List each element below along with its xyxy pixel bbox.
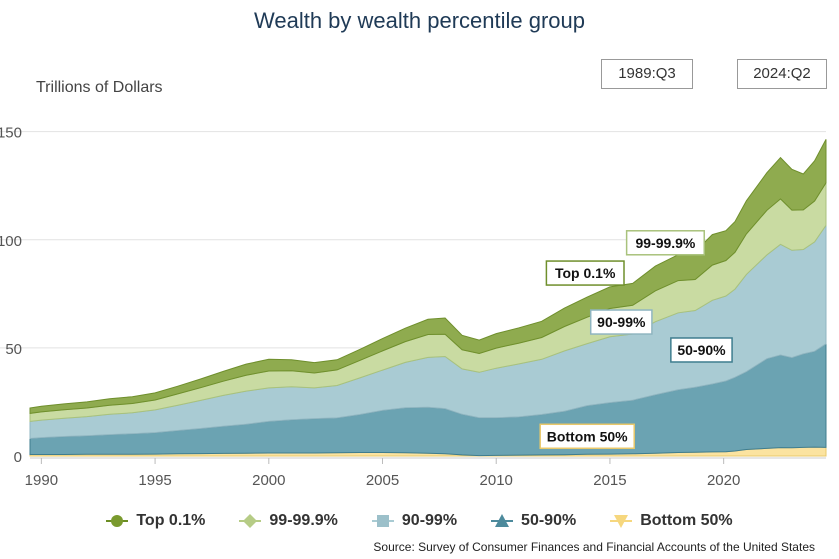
legend-label-bottom-50: Bottom 50% — [640, 512, 733, 529]
x-tick-label: 2005 — [366, 472, 399, 489]
annotation-box-p90_99 — [589, 309, 653, 335]
y-tick-label: 50 — [5, 341, 22, 358]
x-tick-label: 2010 — [480, 472, 513, 489]
x-tick-label: 2015 — [593, 472, 626, 489]
range-start-input[interactable]: 1989:Q3 — [601, 59, 693, 89]
circle-marker-icon — [106, 515, 129, 527]
legend-item-90-99[interactable]: 90-99% — [371, 512, 458, 530]
diamond-marker-icon — [239, 514, 262, 528]
y-tick-label: 0 — [14, 449, 22, 466]
y-tick-label: 100 — [0, 233, 22, 250]
annotation-box-p99_99_9 — [625, 230, 705, 256]
y-axis-label: Trillions of Dollars — [36, 79, 163, 96]
legend-label-90-99: 90-99% — [401, 512, 458, 529]
legend-item-99-99-9[interactable]: 99-99.9% — [239, 512, 338, 530]
legend-label-50-90: 50-90% — [521, 512, 577, 529]
x-tick-label: 2000 — [252, 472, 285, 489]
annotation-label-p50_90: 50-90% — [677, 342, 726, 358]
annotation-label-p99_99_9: 99-99.9% — [635, 235, 695, 251]
x-tick-label: 2020 — [707, 472, 740, 489]
x-tick-label: 1990 — [25, 472, 58, 489]
range-end-input[interactable]: 2024:Q2 — [737, 59, 827, 89]
y-tick-label: 150 — [0, 125, 22, 142]
legend-item-bottom-50[interactable]: Bottom 50% — [610, 512, 733, 530]
legend-label-top-0-1: Top 0.1% — [136, 512, 206, 529]
annotation-label-p90_99: 90-99% — [597, 314, 646, 330]
legend-label-99-99-9: 99-99.9% — [269, 512, 338, 529]
legend: Top 0.1% 99-99.9% 90-99% 50-90% Bottom 5… — [0, 512, 839, 530]
annotation-label-top_0_1: Top 0.1% — [555, 265, 616, 281]
annotation-label-bottom_50: Bottom 50% — [547, 428, 628, 444]
square-marker-icon — [371, 515, 394, 527]
annotation-box-bottom_50 — [539, 423, 635, 450]
triangle-down-marker-icon — [610, 515, 633, 528]
area-chart: 0 50 100 150 1990 1995 2000 2005 2010 2015 2020 Top… — [0, 125, 827, 489]
chart-title: Wealth by wealth percentile group — [253, 8, 585, 33]
annotation-box-top_0_1 — [545, 260, 625, 286]
annotation-box-p50_90 — [670, 337, 733, 363]
triangle-up-marker-icon — [491, 514, 514, 527]
legend-item-top-0-1[interactable]: Top 0.1% — [106, 512, 205, 530]
source-note: Source: Survey of Consumer Finances and … — [373, 540, 815, 554]
x-tick-label: 1995 — [138, 472, 171, 489]
legend-item-50-90[interactable]: 50-90% — [491, 512, 576, 530]
area-top-0-1 — [29, 139, 827, 414]
